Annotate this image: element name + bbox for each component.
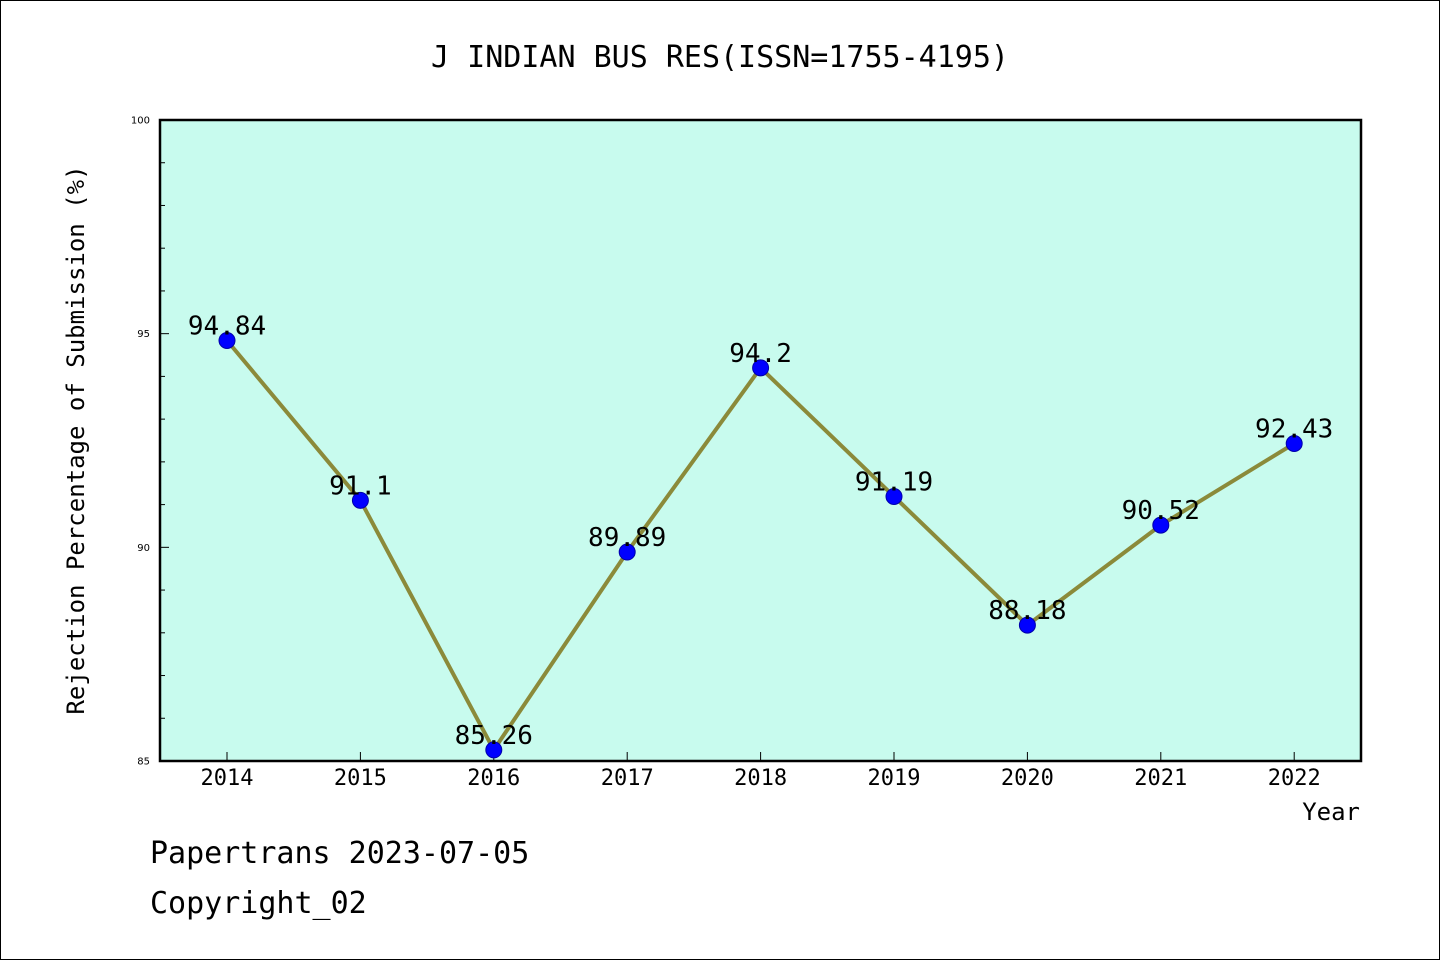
y-axis-label: Rejection Percentage of Submission (%) <box>62 165 90 714</box>
x-axis-label: Year <box>1302 798 1360 826</box>
data-point-marker <box>618 543 636 561</box>
data-value-label: 85.26 <box>455 721 533 751</box>
y-tick-label: 95 <box>137 329 150 340</box>
data-value-label: 88.18 <box>988 596 1066 626</box>
data-point-marker <box>752 359 770 377</box>
data-value-label: 91.19 <box>855 467 933 497</box>
chart-title: J INDIAN BUS RES(ISSN=1755-4195) <box>431 40 1009 75</box>
series-markers-group <box>218 332 1303 759</box>
data-point-marker <box>485 741 503 759</box>
data-value-label: 89.89 <box>588 523 666 553</box>
x-tick-label: 2021 <box>1134 766 1187 791</box>
data-value-label: 94.2 <box>729 339 792 369</box>
x-tick-label: 2015 <box>334 766 387 791</box>
data-value-label: 90.52 <box>1122 496 1200 526</box>
footer-copyright-text: Copyright_02 <box>150 886 367 921</box>
x-tick-label: 2014 <box>201 766 254 791</box>
data-point-marker <box>351 491 369 509</box>
x-tick-label: 2017 <box>601 766 654 791</box>
data-labels-group: 94.84 91.1 85.26 89.89 94.2 91.19 88.18 90.52 92… <box>188 312 1333 751</box>
data-point-marker <box>1018 616 1036 634</box>
x-tick-label: 2018 <box>734 766 787 791</box>
y-axis-ticks: 85 90 95 100 <box>131 116 169 768</box>
data-value-label: 92.43 <box>1255 414 1333 444</box>
plot-area <box>158 118 1363 763</box>
data-point-marker <box>885 487 903 505</box>
x-tick-label: 2020 <box>1001 766 1054 791</box>
y-tick-label: 100 <box>131 116 150 127</box>
data-value-label: 91.1 <box>329 471 392 501</box>
data-point-marker <box>1285 434 1303 452</box>
data-value-label: 94.84 <box>188 312 266 342</box>
x-tick-label: 2022 <box>1268 766 1321 791</box>
x-tick-label: 2019 <box>868 766 921 791</box>
x-tick-label: 2016 <box>467 766 520 791</box>
footer-date-text: Papertrans 2023-07-05 <box>150 836 530 871</box>
x-axis-ticks: 2014 2015 2016 2017 2018 2019 2020 2021 2022 <box>201 752 1321 791</box>
data-point-marker <box>218 332 236 350</box>
data-point-marker <box>1152 516 1170 534</box>
y-tick-label: 85 <box>137 757 150 768</box>
y-tick-label: 90 <box>137 543 150 554</box>
